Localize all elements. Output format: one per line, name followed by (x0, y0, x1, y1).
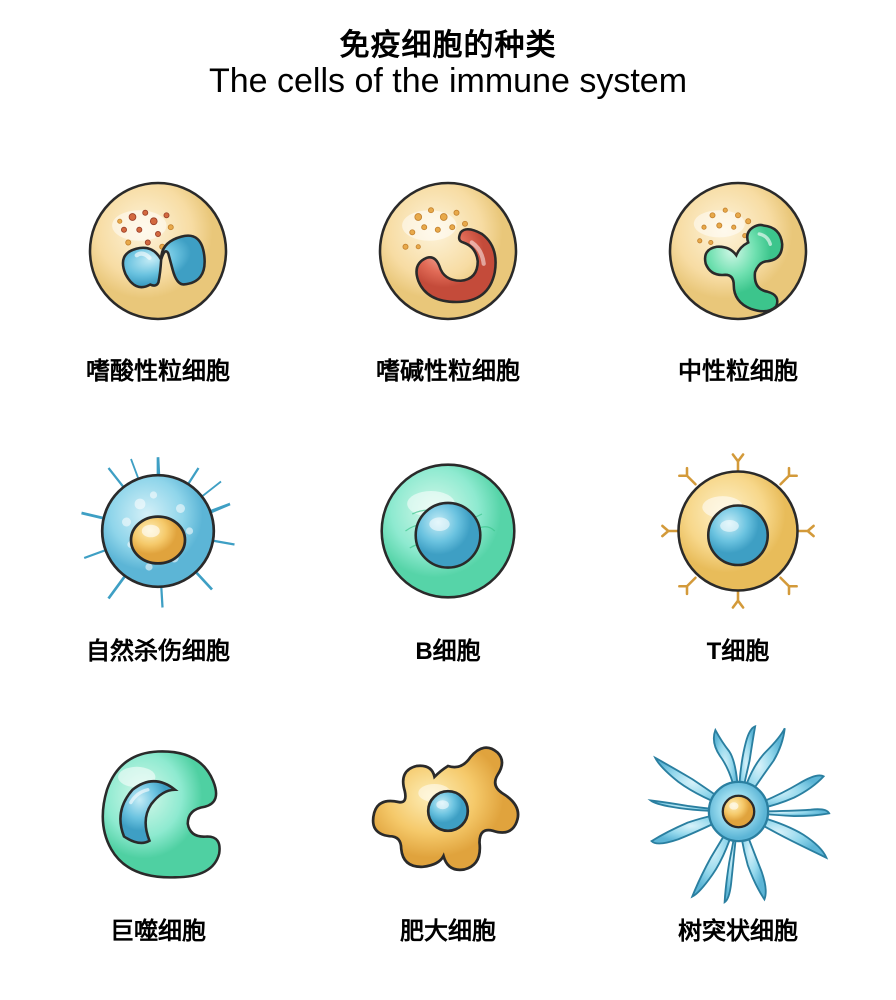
bcell-label: B细胞 (415, 631, 480, 666)
cell-eosinophil: 嗜酸性粒细胞 (28, 161, 288, 421)
eosinophil-icon (68, 161, 248, 341)
nk-label: 自然杀伤细胞 (86, 631, 230, 666)
bcell-icon (358, 441, 538, 621)
cell-bcell: B细胞 (318, 441, 578, 701)
title-chinese: 免疫细胞的种类 (340, 20, 557, 64)
dendritic-label: 树突状细胞 (678, 911, 798, 946)
cell-tcell: T细胞 (608, 441, 868, 701)
dendritic-icon (648, 721, 828, 901)
tcell-label: T细胞 (707, 631, 770, 666)
nk-icon (68, 441, 248, 621)
eosinophil-label: 嗜酸性粒细胞 (86, 351, 230, 386)
basophil-icon (358, 161, 538, 341)
neutrophil-label: 中性粒细胞 (678, 351, 798, 386)
macrophage-icon (68, 721, 248, 901)
cell-nk: 自然杀伤细胞 (28, 441, 288, 701)
neutrophil-icon (648, 161, 828, 341)
mast-label: 肥大细胞 (400, 911, 496, 946)
tcell-icon (648, 441, 828, 621)
title-english: The cells of the immune system (209, 62, 687, 101)
cell-grid: 嗜酸性粒细胞 嗜碱性粒细胞 (28, 161, 868, 981)
cell-neutrophil: 中性粒细胞 (608, 161, 868, 421)
macrophage-label: 巨噬细胞 (110, 911, 206, 946)
cell-macrophage: 巨噬细胞 (28, 721, 288, 981)
cell-dendritic: 树突状细胞 (608, 721, 868, 981)
cell-basophil: 嗜碱性粒细胞 (318, 161, 578, 421)
basophil-label: 嗜碱性粒细胞 (376, 351, 520, 386)
cell-mast: 肥大细胞 (318, 721, 578, 981)
mast-icon (358, 721, 538, 901)
